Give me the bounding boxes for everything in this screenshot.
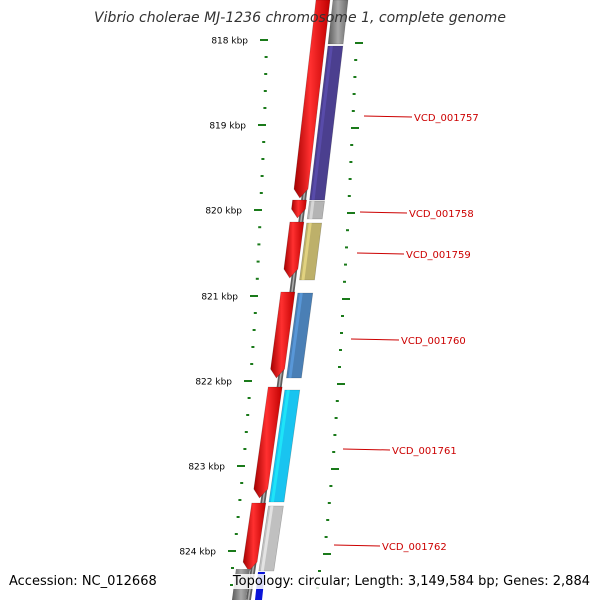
ruler-label: 818 kbp <box>211 37 248 47</box>
gene-block-highlight <box>311 46 333 200</box>
gene-leader-line <box>350 338 400 341</box>
ruler-ticks: 818 kbp 819 kbp 820 kbp 821 kbp 822 kbp 823 k… <box>179 37 363 589</box>
forward-strand-arrow <box>283 221 305 279</box>
forward-strand-arrow <box>291 199 307 219</box>
forward-strand-arrow <box>242 502 267 572</box>
gene-block-unlabeled <box>327 0 349 45</box>
ruler-label: 819 kbp <box>209 122 246 132</box>
ruler-label: 824 kbp <box>179 548 216 558</box>
gene-leader-line <box>333 544 381 547</box>
gene-label: VCD_001758 <box>409 209 474 220</box>
map-title: Vibrio cholerae MJ-1236 chromosome 1, co… <box>94 10 506 26</box>
gene-block-highlight <box>288 293 303 378</box>
feature-track <box>232 0 349 600</box>
gene-block-highlight <box>260 506 274 571</box>
forward-strand-arrow <box>270 291 296 379</box>
gene-label: VCD_001759 <box>406 250 471 261</box>
topology-text: Topology: circular; Length: 3,149,584 bp… <box>232 574 590 589</box>
gene-leader-line <box>356 252 405 255</box>
ruler-label: 820 kbp <box>205 207 242 217</box>
ruler-label: 821 kbp <box>201 293 238 303</box>
gene-leader-line <box>342 448 391 451</box>
gene-labels: VCD_001757 VCD_001758 VCD_001759 VCD_001760… <box>333 113 479 553</box>
gene-label: VCD_001762 <box>382 542 447 553</box>
accession-text: Accession: NC_012668 <box>9 574 157 589</box>
ruler-label: 823 kbp <box>188 463 225 473</box>
gene-block-highlight <box>309 201 315 219</box>
gene-label: VCD_001757 <box>414 113 479 124</box>
gene-label: VCD_001760 <box>401 336 466 347</box>
gene-leader-line <box>363 115 413 118</box>
gene-block-highlight <box>270 390 290 502</box>
gene-label: VCD_001761 <box>392 446 457 457</box>
gene-leader-line <box>359 211 408 214</box>
ruler-label: 822 kbp <box>195 378 232 388</box>
forward-strand-arrow <box>253 386 283 499</box>
gene-block-highlight <box>301 223 312 280</box>
forward-strand-arrow <box>293 0 331 199</box>
